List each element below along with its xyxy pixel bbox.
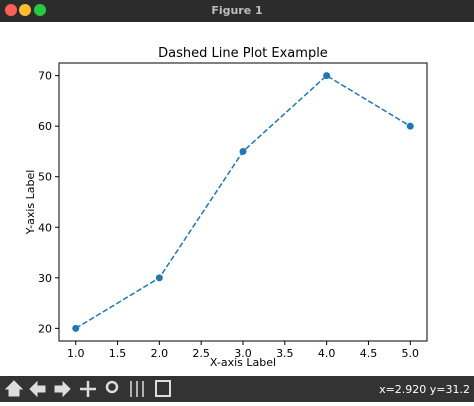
zoom-button[interactable] [34, 4, 46, 16]
x-tick-label: 3.0 [234, 347, 252, 360]
close-button[interactable] [5, 4, 17, 16]
data-point [155, 274, 163, 282]
forward-button[interactable] [54, 380, 71, 398]
y-axis-label: Y-axis Label [24, 170, 37, 236]
data-line [75, 74, 411, 330]
window-title: Figure 1 [211, 4, 262, 17]
data-point [323, 72, 331, 80]
y-tick-label: 40 [38, 221, 52, 234]
y-tick-label: 30 [38, 272, 52, 285]
y-tick-label: 20 [38, 322, 52, 335]
x-tick-label: 2.5 [192, 347, 210, 360]
pan-button[interactable] [80, 381, 96, 397]
x-tick-label: 4.5 [360, 347, 378, 360]
x-axis-label: X-axis Label [210, 356, 276, 369]
minimize-button[interactable] [19, 4, 31, 16]
x-tick-label: 1.0 [67, 347, 85, 360]
toolbar-icons [4, 380, 171, 398]
toolbar [0, 376, 474, 402]
data-point [406, 122, 414, 130]
chart-title: Dashed Line Plot Example [158, 46, 328, 61]
title-bar [0, 0, 474, 22]
x-tick-label: 2.0 [151, 347, 169, 360]
status-text: x=2.920 y=31.2 [379, 383, 470, 396]
configure-button[interactable] [130, 381, 144, 397]
back-button[interactable] [29, 380, 46, 398]
y-tick-label: 70 [38, 70, 52, 83]
x-tick-label: 3.5 [276, 347, 294, 360]
x-tick-label: 1.5 [109, 347, 127, 360]
x-tick-label: 4.0 [318, 347, 336, 360]
axes-frame [58, 62, 428, 342]
x-tick-label: 5.0 [402, 347, 420, 360]
save-button[interactable] [155, 380, 171, 397]
home-button[interactable] [4, 380, 24, 397]
y-tick-label: 50 [38, 171, 52, 184]
data-point [72, 324, 80, 332]
zoom-rect-button[interactable] [105, 380, 119, 394]
y-tick-label: 60 [38, 120, 52, 133]
data-point [239, 147, 247, 155]
